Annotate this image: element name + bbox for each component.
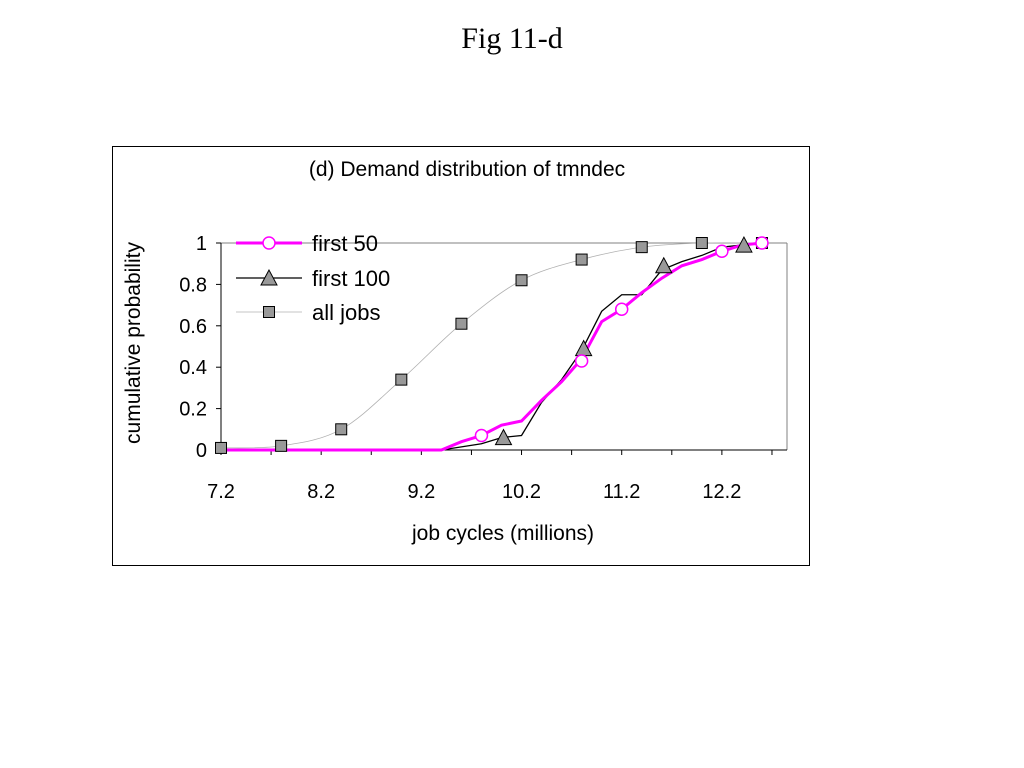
y-tick-label: 1: [196, 233, 207, 255]
y-axis-label: cumulative probability: [122, 242, 145, 444]
y-tick-label: 0.8: [179, 274, 207, 296]
series-marker-all-jobs: [395, 373, 408, 386]
series-line-first-100: [221, 242, 763, 451]
series-marker-all-jobs: [335, 423, 348, 436]
x-axis-label: job cycles (millions): [411, 522, 594, 545]
series-marker-first-50: [755, 236, 769, 250]
legend: first 50 first 100 all jobs: [236, 231, 390, 325]
series-marker-first-100: [735, 236, 753, 253]
series-marker-all-jobs: [275, 439, 288, 452]
y-tick-label: 0.2: [179, 399, 207, 421]
series-marker-first-50: [715, 244, 729, 259]
x-tick-label: 10.2: [502, 481, 541, 503]
series-marker-first-100: [654, 256, 673, 274]
series-marker-first-50: [474, 428, 489, 443]
slide-title: Fig 11-d: [461, 22, 563, 55]
plot-area: 0 0.2 0.4 0.6 0.8 1 7.2 8.2 9.2 10.2 11.2 12.2: [179, 233, 788, 503]
series-line-all-jobs: [220, 242, 762, 449]
series-line-first-50: [221, 241, 763, 452]
chart-title: (d) Demand distribution of tmndec: [309, 158, 625, 181]
x-tick-label: 8.2: [307, 481, 335, 503]
y-tick-label: 0.4: [179, 357, 207, 379]
series-marker-all-jobs: [215, 441, 227, 454]
x-tick-label: 7.2: [207, 481, 235, 503]
series-marker-all-jobs: [695, 237, 708, 249]
legend-label-first-100: first 100: [312, 266, 390, 291]
series-marker-all-jobs: [455, 317, 468, 330]
legend-label-all-jobs: all jobs: [312, 300, 380, 325]
series-marker-all-jobs: [515, 274, 528, 287]
series-marker-first-50: [614, 302, 629, 316]
series-marker-first-50: [574, 354, 589, 368]
legend-marker-first-100: [260, 268, 278, 286]
legend-label-first-50: first 50: [312, 231, 378, 256]
x-tick-label: 9.2: [407, 481, 435, 503]
chart-frame: [112, 146, 810, 566]
x-tick-label: 11.2: [603, 481, 640, 503]
legend-marker-all-jobs: [263, 306, 275, 318]
series-marker-first-100: [494, 428, 513, 446]
series-marker-all-jobs: [575, 253, 588, 266]
series-marker-all-jobs: [635, 241, 648, 254]
y-tick-label: 0.6: [179, 316, 207, 338]
x-tick-label: 12.2: [702, 481, 741, 503]
y-tick-label: 0: [196, 440, 207, 462]
legend-marker-first-50: [262, 236, 276, 250]
